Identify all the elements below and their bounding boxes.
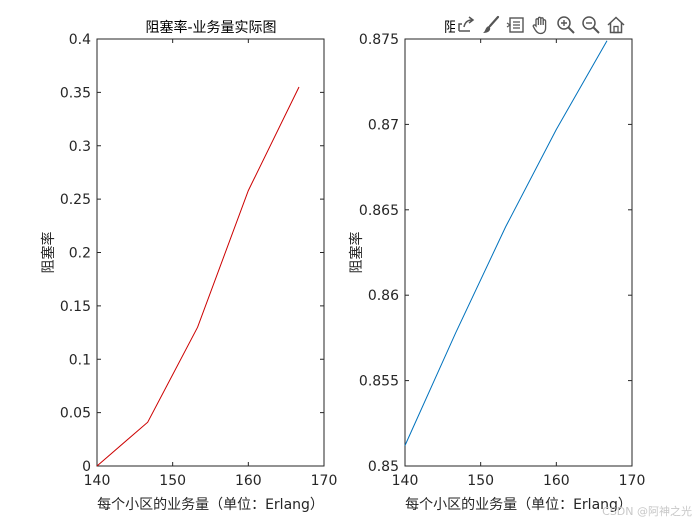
plot-title: 阻: [444, 20, 458, 36]
y-tick-label: 0.25: [60, 192, 91, 208]
plot-area: [404, 38, 633, 467]
home-icon: [607, 16, 625, 34]
y-tick-label: 0.05: [60, 406, 91, 422]
brush-icon: [483, 15, 500, 33]
y-tick-label: 0.3: [69, 139, 91, 155]
datatip-icon: [506, 17, 524, 33]
y-tick-label: 0.855: [359, 374, 399, 390]
x-axis-label: 每个小区的业务量（单位：Erlang）: [405, 497, 632, 513]
x-tick-label: 160: [543, 473, 570, 489]
x-tick-label: 170: [311, 473, 338, 489]
series-line: [96, 86, 300, 467]
y-tick-label: 0.15: [60, 299, 91, 315]
zoom-in-icon: [557, 16, 575, 34]
pan-button[interactable]: [530, 13, 552, 37]
y-tick-label: 0.35: [60, 85, 91, 101]
y-tick-label: 0.87: [368, 117, 399, 133]
y-axis-label: 阻塞率: [348, 232, 365, 274]
datatip-button[interactable]: [505, 13, 527, 37]
pan-icon: [532, 16, 547, 35]
x-tick-label: 140: [392, 473, 419, 489]
brush-button[interactable]: [480, 13, 502, 37]
x-tick-label: 140: [84, 473, 111, 489]
x-axis-label: 每个小区的业务量（单位：Erlang）: [97, 497, 324, 513]
home-button[interactable]: [605, 13, 627, 37]
y-tick-label: 0.865: [359, 203, 399, 219]
axes-toolbar: [455, 12, 627, 38]
plot-area: [96, 38, 325, 467]
y-tick-label: 0.4: [69, 32, 91, 48]
left-axes: 140 150 160 170 0 0.05 0.1 0.15 0.2 0.25 0.3 0.35 0.…: [40, 19, 337, 513]
y-axis-label: 阻塞率: [40, 232, 57, 274]
y-tick-label: 0.86: [368, 288, 399, 304]
series-line: [404, 40, 608, 446]
x-tick-label: 170: [619, 473, 646, 489]
watermark: CSDN @阿神之光: [602, 505, 692, 518]
zoom-in-button[interactable]: [555, 13, 577, 37]
x-tick-label: 160: [235, 473, 262, 489]
zoom-out-button[interactable]: [580, 13, 602, 37]
x-tick-label: 150: [467, 473, 494, 489]
x-tick-label: 150: [159, 473, 186, 489]
y-tick-label: 0.1: [69, 352, 91, 368]
y-tick-label: 0: [82, 459, 91, 475]
zoom-out-icon: [582, 16, 600, 34]
y-tick-label: 0.85: [368, 459, 399, 475]
y-tick-label: 0.875: [359, 32, 399, 48]
right-axes: 140 150 160 170 0.85 0.855 0.86 0.865 0.87 0.875 阻…: [348, 20, 645, 513]
export-icon: [458, 16, 475, 32]
y-tick-label: 0.2: [69, 246, 91, 262]
plot-title: 阻塞率-业务量实际图: [145, 19, 276, 36]
export-button[interactable]: [455, 13, 477, 37]
